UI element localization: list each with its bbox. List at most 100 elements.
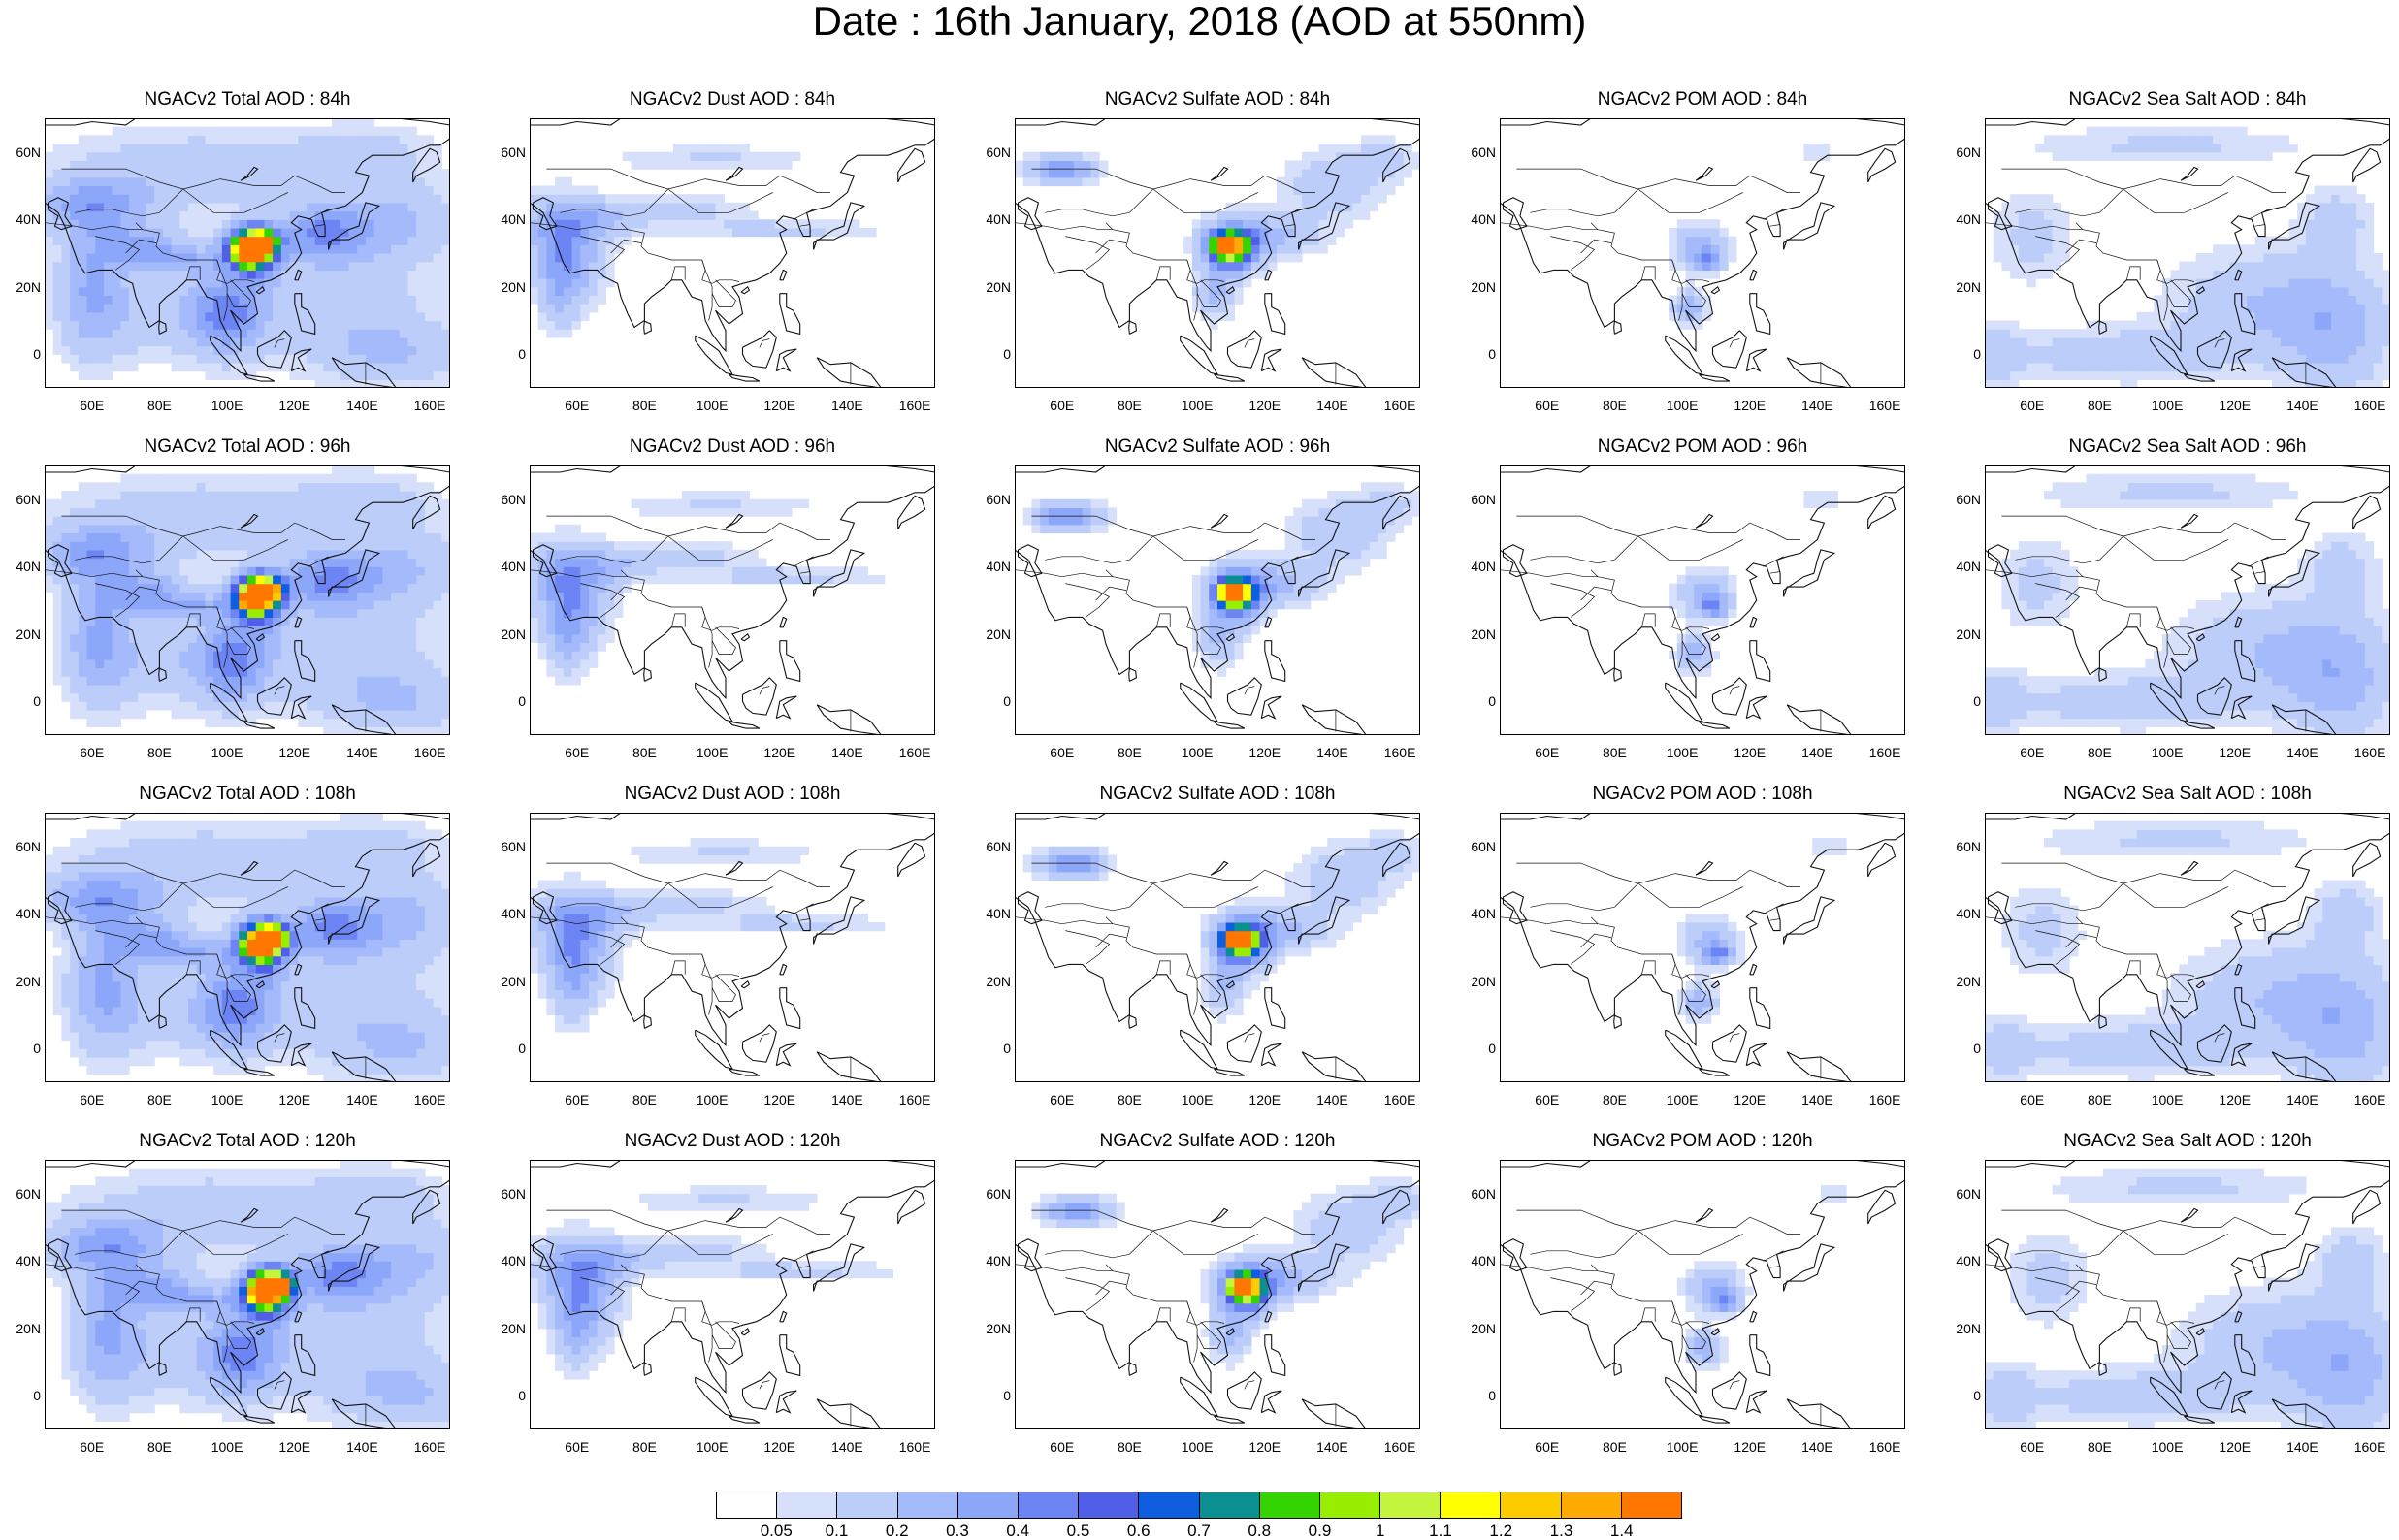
aod-cell bbox=[332, 227, 341, 238]
aod-cell bbox=[441, 626, 450, 635]
aod-cell bbox=[264, 160, 274, 170]
aod-cell bbox=[45, 541, 54, 551]
aod-cell bbox=[2364, 337, 2375, 347]
aod-cell bbox=[2026, 278, 2036, 288]
aod-cell bbox=[373, 541, 383, 551]
aod-cell bbox=[205, 600, 214, 610]
aod-cell bbox=[631, 541, 640, 551]
aod-cell bbox=[373, 126, 383, 136]
aod-cell bbox=[2382, 337, 2390, 347]
aod-cell bbox=[78, 160, 88, 170]
aod-cell bbox=[2213, 135, 2222, 144]
aod-cell bbox=[537, 236, 548, 245]
aod-cell bbox=[247, 236, 257, 245]
aod-cell bbox=[2288, 354, 2298, 364]
aod-cell bbox=[2263, 261, 2273, 271]
aod-cell bbox=[2188, 362, 2197, 372]
aod-cell bbox=[2111, 144, 2121, 153]
aod-cell bbox=[433, 726, 442, 735]
aod-cell bbox=[289, 658, 299, 669]
aod-cell bbox=[373, 286, 383, 297]
aod-cell bbox=[112, 574, 121, 585]
country-border bbox=[1550, 236, 1596, 271]
lat-tick-label: 40N bbox=[986, 211, 1011, 228]
aod-cell bbox=[103, 362, 113, 372]
aod-cell bbox=[1293, 236, 1303, 245]
aod-cell bbox=[95, 701, 105, 711]
aod-cell bbox=[1803, 151, 1813, 162]
aod-cell bbox=[1694, 219, 1703, 229]
aod-cell bbox=[2052, 345, 2061, 355]
aod-cell bbox=[70, 642, 80, 652]
aod-cell bbox=[280, 244, 291, 254]
aod-cell bbox=[95, 329, 105, 338]
aod-cell bbox=[441, 295, 450, 305]
aod-cell bbox=[2077, 135, 2088, 144]
lat-tick-label: 60N bbox=[501, 491, 526, 507]
aod-cell bbox=[230, 592, 240, 601]
aod-cell bbox=[120, 617, 130, 626]
aod-cell bbox=[2060, 135, 2070, 144]
aod-cell bbox=[213, 592, 223, 601]
aod-cell bbox=[171, 278, 180, 288]
aod-cell bbox=[571, 676, 581, 686]
aod-cell bbox=[289, 253, 299, 263]
aod-cell bbox=[365, 667, 375, 677]
aod-cell bbox=[373, 169, 383, 178]
aod-cell bbox=[188, 583, 198, 593]
aod-cell bbox=[146, 558, 155, 567]
aod-cell bbox=[1335, 219, 1345, 229]
aod-cell bbox=[399, 169, 409, 178]
aod-cell bbox=[1685, 227, 1695, 238]
aod-cell bbox=[2204, 304, 2214, 313]
aod-cell bbox=[357, 126, 367, 136]
aod-cell bbox=[715, 144, 725, 153]
aod-cell bbox=[2188, 286, 2197, 297]
aod-cell bbox=[2145, 337, 2155, 347]
aod-cell bbox=[441, 566, 450, 576]
aod-cell bbox=[2128, 354, 2138, 364]
aod-cell bbox=[530, 566, 539, 576]
aod-cell bbox=[2314, 379, 2323, 388]
aod-cell bbox=[112, 600, 121, 610]
aod-cell bbox=[171, 354, 180, 364]
aod-cell bbox=[280, 473, 291, 483]
aod-cell bbox=[221, 626, 232, 635]
aod-cell bbox=[2272, 253, 2282, 263]
aod-cell bbox=[1225, 236, 1236, 245]
aod-cell bbox=[298, 135, 308, 144]
aod-cell bbox=[332, 304, 341, 313]
coastline bbox=[1987, 197, 2013, 231]
aod-cell bbox=[95, 574, 105, 585]
aod-cell bbox=[2339, 210, 2350, 220]
aod-cell bbox=[61, 270, 71, 279]
aod-cell bbox=[154, 574, 164, 585]
aod-cell bbox=[2043, 370, 2054, 380]
aod-cell bbox=[2069, 354, 2079, 364]
aod-cell bbox=[255, 608, 266, 618]
aod-cell bbox=[2035, 244, 2045, 254]
aod-cell bbox=[433, 718, 442, 727]
coastline bbox=[243, 373, 276, 382]
coastline bbox=[1500, 138, 1905, 353]
aod-cell bbox=[1378, 185, 1387, 195]
aod-cell bbox=[314, 135, 324, 144]
aod-cell bbox=[171, 473, 180, 483]
aod-cell bbox=[1327, 227, 1337, 238]
aod-cell bbox=[146, 642, 155, 652]
aod-cell bbox=[546, 549, 556, 560]
aod-cell bbox=[1361, 144, 1371, 153]
aod-cell bbox=[373, 304, 383, 313]
aod-cell bbox=[441, 227, 450, 238]
aod-cell bbox=[1694, 244, 1703, 254]
aod-cell bbox=[2314, 286, 2323, 297]
country-border bbox=[314, 571, 326, 574]
aod-cell bbox=[188, 253, 198, 263]
aod-cell bbox=[765, 498, 776, 509]
aod-cell bbox=[1318, 236, 1328, 245]
aod-cell bbox=[2221, 253, 2231, 263]
aod-cell bbox=[137, 286, 147, 297]
aod-cell bbox=[2280, 362, 2290, 372]
aod-cell bbox=[306, 600, 316, 610]
aod-cell bbox=[78, 491, 88, 500]
